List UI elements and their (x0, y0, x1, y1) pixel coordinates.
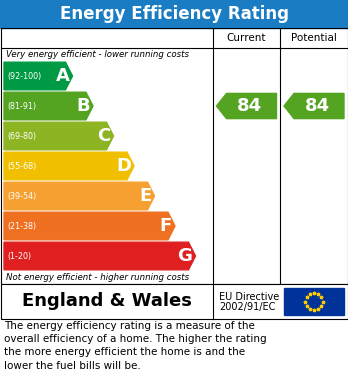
Text: England & Wales: England & Wales (22, 292, 191, 310)
Text: (1-20): (1-20) (7, 251, 31, 260)
Polygon shape (4, 122, 113, 150)
Text: The energy efficiency rating is a measure of the
overall efficiency of a home. T: The energy efficiency rating is a measur… (4, 321, 267, 371)
Text: (92-100): (92-100) (7, 72, 41, 81)
Bar (0, 284, 348, 319)
Text: E: E (139, 187, 151, 205)
Text: (21-38): (21-38) (7, 221, 36, 231)
Bar (0, 28, 348, 284)
Polygon shape (4, 152, 134, 180)
Polygon shape (4, 62, 72, 90)
Polygon shape (216, 93, 277, 118)
Text: (39-54): (39-54) (7, 192, 36, 201)
Polygon shape (4, 212, 175, 240)
Text: Very energy efficient - lower running costs: Very energy efficient - lower running co… (6, 50, 189, 59)
Text: B: B (76, 97, 90, 115)
Text: C: C (97, 127, 111, 145)
Text: Not energy efficient - higher running costs: Not energy efficient - higher running co… (6, 273, 189, 282)
Text: EU Directive: EU Directive (219, 292, 279, 302)
Polygon shape (4, 182, 155, 210)
Text: 2002/91/EC: 2002/91/EC (219, 302, 275, 312)
Polygon shape (284, 93, 344, 118)
Polygon shape (4, 92, 93, 120)
Bar (284, 288, 344, 315)
Text: 84: 84 (304, 97, 330, 115)
Text: 84: 84 (237, 97, 262, 115)
Text: (81-91): (81-91) (7, 102, 36, 111)
Text: Potential: Potential (291, 33, 337, 43)
Text: (55-68): (55-68) (7, 161, 36, 170)
Text: (69-80): (69-80) (7, 131, 36, 140)
Text: D: D (116, 157, 131, 175)
Text: G: G (177, 247, 192, 265)
Bar (0, 0, 348, 28)
Text: Current: Current (227, 33, 266, 43)
Text: F: F (160, 217, 172, 235)
Text: A: A (56, 67, 70, 85)
Polygon shape (4, 242, 196, 270)
Text: Energy Efficiency Rating: Energy Efficiency Rating (60, 5, 288, 23)
